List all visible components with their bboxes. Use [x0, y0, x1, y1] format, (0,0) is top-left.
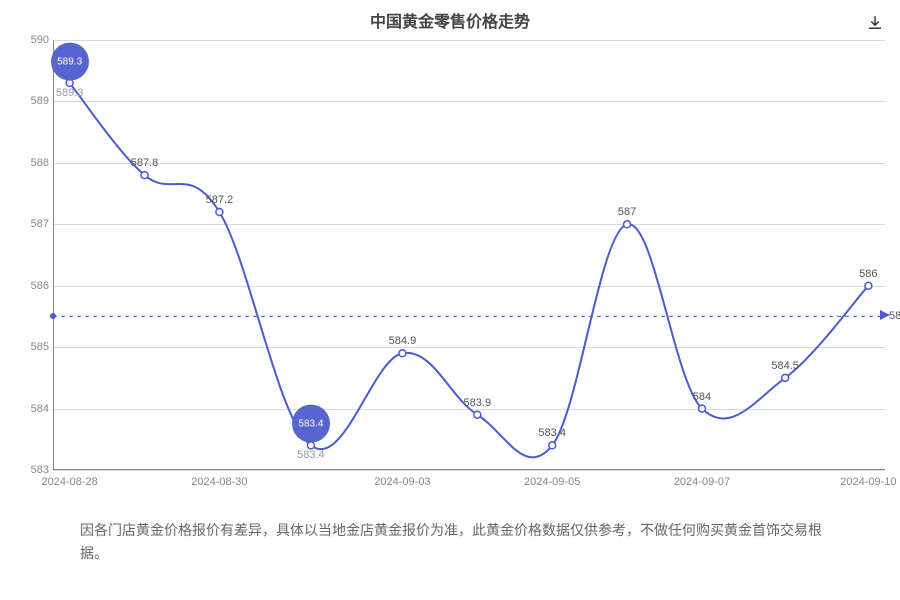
- footnote: 因各门店黄金价格报价有差异，具体以当地金店黄金报价为准，此黄金价格数据仅供参考，…: [80, 519, 840, 564]
- data-point[interactable]: [698, 405, 705, 412]
- x-tick-label: 2024-09-03: [374, 476, 430, 488]
- value-label: 583.4: [538, 427, 566, 439]
- value-label-secondary: 583.4: [297, 449, 325, 461]
- x-tick-label: 2024-08-28: [41, 476, 97, 488]
- value-label: 584: [693, 391, 711, 403]
- data-point[interactable]: [216, 209, 223, 216]
- y-tick-label: 589: [25, 95, 49, 107]
- download-icon[interactable]: [866, 14, 884, 32]
- value-label: 584.9: [389, 335, 417, 347]
- x-tick-label: 2024-09-07: [674, 476, 730, 488]
- data-point[interactable]: [474, 411, 481, 418]
- y-tick-label: 586: [25, 280, 49, 292]
- chart-title: 中国黄金零售价格走势: [0, 0, 900, 32]
- data-point[interactable]: [865, 282, 872, 289]
- value-label: 587.2: [206, 194, 234, 206]
- x-tick-label: 2024-09-05: [524, 476, 580, 488]
- value-label: 586: [859, 268, 877, 280]
- x-tick-label: 2024-09-10: [840, 476, 896, 488]
- avg-start-dot: [50, 313, 56, 319]
- x-tick-label: 2024-08-30: [191, 476, 247, 488]
- y-tick-label: 588: [25, 157, 49, 169]
- highlight-bubble: 583.4: [292, 405, 330, 443]
- data-point[interactable]: [624, 221, 631, 228]
- data-point[interactable]: [141, 172, 148, 179]
- y-tick-label: 585: [25, 341, 49, 353]
- value-label: 587.8: [131, 157, 159, 169]
- y-tick-label: 583: [25, 464, 49, 476]
- value-label: 587: [618, 206, 636, 218]
- y-tick-label: 587: [25, 218, 49, 230]
- gridline: [53, 470, 885, 471]
- value-label: 584.5: [771, 360, 799, 372]
- data-point[interactable]: [782, 374, 789, 381]
- value-label: 583.9: [464, 397, 492, 409]
- chart-container: 中国黄金零售价格走势 583 584 585 586 587 588 589 590 2024-…: [0, 0, 900, 600]
- data-point[interactable]: [549, 442, 556, 449]
- plot-area: 5835845855865875885895902024-08-282024-0…: [25, 40, 885, 470]
- highlight-bubble: 589.3: [51, 43, 89, 81]
- data-point[interactable]: [399, 350, 406, 357]
- y-tick-label: 584: [25, 403, 49, 415]
- value-label-secondary: 589.3: [56, 87, 84, 99]
- y-tick-label: 590: [25, 34, 49, 46]
- avg-label: 585.5: [889, 310, 900, 322]
